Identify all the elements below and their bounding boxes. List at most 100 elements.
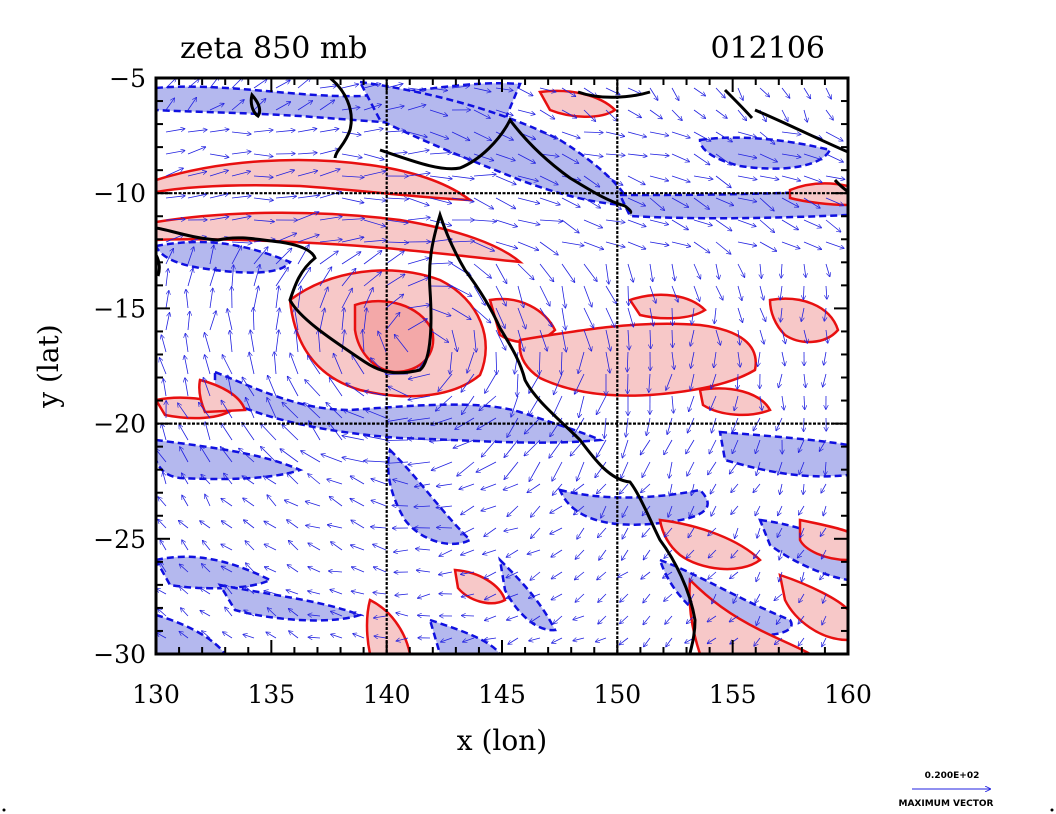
wind-vector	[374, 616, 387, 618]
wind-vector	[473, 87, 491, 92]
wind-vector	[275, 80, 290, 89]
wind-vector	[287, 520, 299, 529]
wind-vector	[275, 102, 290, 111]
wind-vector	[507, 505, 519, 516]
wind-vector	[671, 241, 690, 246]
wind-vector	[451, 153, 472, 160]
wind-vector	[539, 329, 547, 351]
wind-vector	[157, 589, 167, 595]
wind-vector	[780, 483, 782, 494]
wind-vector	[530, 571, 541, 580]
wind-vector	[473, 307, 491, 323]
wind-vector	[690, 329, 695, 346]
map-area	[156, 78, 848, 654]
wind-vector	[253, 176, 273, 177]
wind-vector	[304, 403, 321, 419]
wind-vector	[243, 635, 255, 639]
wind-vector	[758, 351, 760, 366]
vector-legend: 0.200E+02 MAXIMUM VECTOR	[898, 771, 993, 809]
wind-vector	[604, 417, 606, 438]
wind-vector	[231, 196, 251, 198]
wind-vector	[666, 373, 673, 390]
wind-vector	[759, 87, 769, 97]
wind-vector	[596, 637, 607, 642]
wind-vector	[165, 196, 185, 198]
wind-vector	[825, 263, 830, 276]
wind-vector	[508, 637, 519, 644]
wind-vector	[737, 109, 746, 120]
wind-vector	[341, 252, 361, 265]
wind-vector	[275, 130, 295, 132]
wind-vector	[231, 242, 252, 243]
wind-vector	[820, 571, 827, 580]
wind-vector	[618, 571, 629, 577]
wind-vector	[408, 417, 431, 421]
wind-vector	[474, 329, 476, 352]
wind-vector	[803, 109, 807, 122]
wind-vector	[583, 285, 592, 307]
y-tick-label: −30	[93, 640, 146, 669]
wind-vector	[690, 373, 695, 390]
wind-vector	[165, 98, 174, 111]
wind-vector	[309, 637, 321, 638]
wind-vector	[352, 613, 365, 617]
wind-vector	[319, 240, 342, 243]
wind-vector	[186, 290, 188, 309]
wind-vector	[394, 550, 409, 552]
wind-vector	[473, 131, 491, 140]
x-tick-label: 130	[132, 680, 180, 709]
wind-vector	[166, 269, 168, 287]
wind-vector	[578, 351, 585, 373]
wind-vector	[396, 613, 409, 617]
wind-vector	[373, 544, 387, 551]
wind-vector	[575, 373, 585, 394]
wind-vector	[517, 285, 524, 307]
wind-vector	[373, 593, 387, 595]
wind-vector	[287, 473, 299, 485]
wind-vector	[803, 153, 822, 160]
wind-vector	[799, 461, 805, 474]
wind-vector	[385, 106, 404, 111]
wind-vector	[529, 593, 541, 598]
x-tick-label: 160	[824, 680, 872, 709]
wind-vector	[275, 196, 296, 198]
wind-vector	[671, 263, 675, 281]
wind-vector	[275, 330, 279, 353]
wind-vector	[244, 610, 255, 617]
wind-vector	[461, 373, 475, 392]
wind-vector	[289, 541, 299, 551]
wind-vector	[479, 395, 497, 410]
wind-vector	[202, 564, 211, 573]
wind-vector	[209, 245, 214, 265]
wind-vector	[418, 593, 431, 598]
wind-vector	[244, 520, 255, 529]
wind-vector	[712, 417, 717, 433]
wind-vector	[308, 474, 321, 485]
wind-vector	[437, 484, 453, 486]
wind-vector	[627, 131, 646, 137]
wind-vector	[691, 351, 695, 368]
wind-vector	[733, 593, 739, 603]
wind-vector	[737, 241, 756, 246]
y-tick-labels: −5 −10 −15 −20 −25 −30	[93, 64, 146, 669]
wind-vector	[627, 154, 647, 156]
wind-vector	[595, 461, 607, 477]
wind-vector	[365, 391, 387, 397]
wind-vector	[539, 263, 554, 281]
wind-vector	[306, 525, 321, 528]
wind-vector	[781, 175, 800, 181]
wind-vector	[715, 219, 732, 231]
wind-vector	[670, 483, 673, 496]
wind-vector	[826, 329, 828, 343]
wind-vector	[539, 109, 554, 119]
wind-vector	[297, 129, 317, 133]
wind-vector	[371, 527, 387, 528]
wind-vector	[318, 330, 320, 353]
wind-vector	[671, 109, 682, 120]
wind-vector	[267, 495, 277, 507]
wind-vector	[301, 451, 321, 463]
y-axis-label: y (lat)	[32, 324, 65, 408]
wind-vector	[759, 285, 764, 300]
wind-vector	[407, 88, 425, 90]
wind-vector	[221, 544, 233, 551]
